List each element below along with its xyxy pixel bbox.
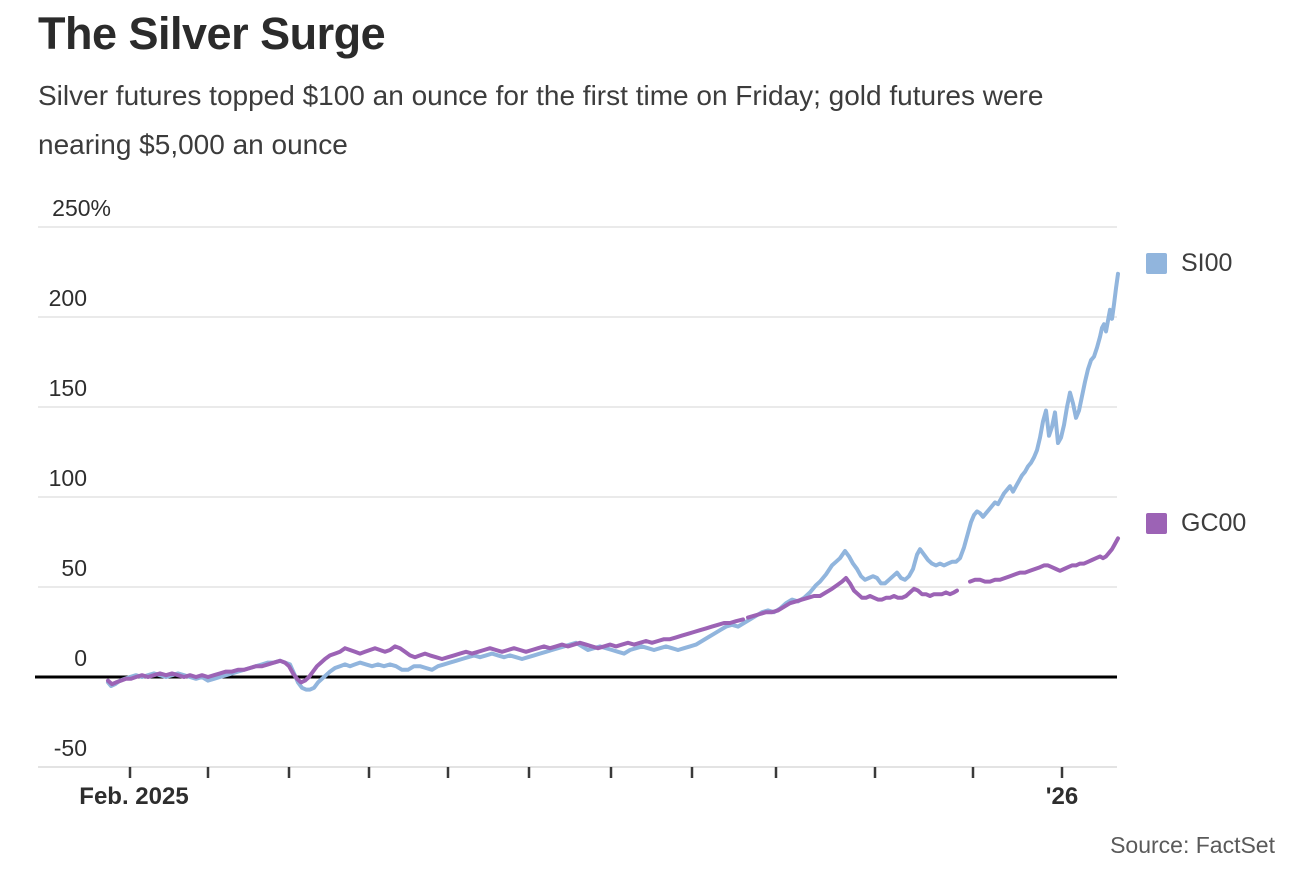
x-axis-label-end: '26 xyxy=(1045,783,1079,810)
gc00-legend-label: GC00 xyxy=(1181,509,1247,537)
si00-legend-label: SI00 xyxy=(1181,249,1233,277)
y-axis-label: 100 xyxy=(48,465,87,491)
y-axis-label: 200 xyxy=(48,285,87,311)
si00-legend-swatch xyxy=(1146,253,1167,274)
y-axis-label: 50 xyxy=(61,555,87,581)
y-axis-label: 250% xyxy=(52,195,111,221)
gc00-legend-swatch xyxy=(1146,513,1167,534)
y-axis-label: -50 xyxy=(53,735,87,761)
x-axis-label-start: Feb. 2025 xyxy=(79,783,189,810)
gc00-line xyxy=(106,617,745,687)
gc00-line xyxy=(968,536,1120,584)
page-title: The Silver Surge xyxy=(38,8,386,59)
y-axis-label: 150 xyxy=(48,375,87,401)
chart-subtitle-line1: Silver futures topped $100 an ounce for … xyxy=(38,80,1044,111)
y-axis-label: 0 xyxy=(74,645,87,671)
chart-subtitle-line2: nearing $5,000 an ounce xyxy=(38,129,348,160)
gc00-line xyxy=(746,576,959,620)
legend-item-gc00: GC00 xyxy=(1146,509,1246,538)
legend-item-si00: SI00 xyxy=(1146,249,1232,278)
source-attribution: Source: FactSet xyxy=(1110,832,1275,858)
si00-line xyxy=(106,271,1120,692)
